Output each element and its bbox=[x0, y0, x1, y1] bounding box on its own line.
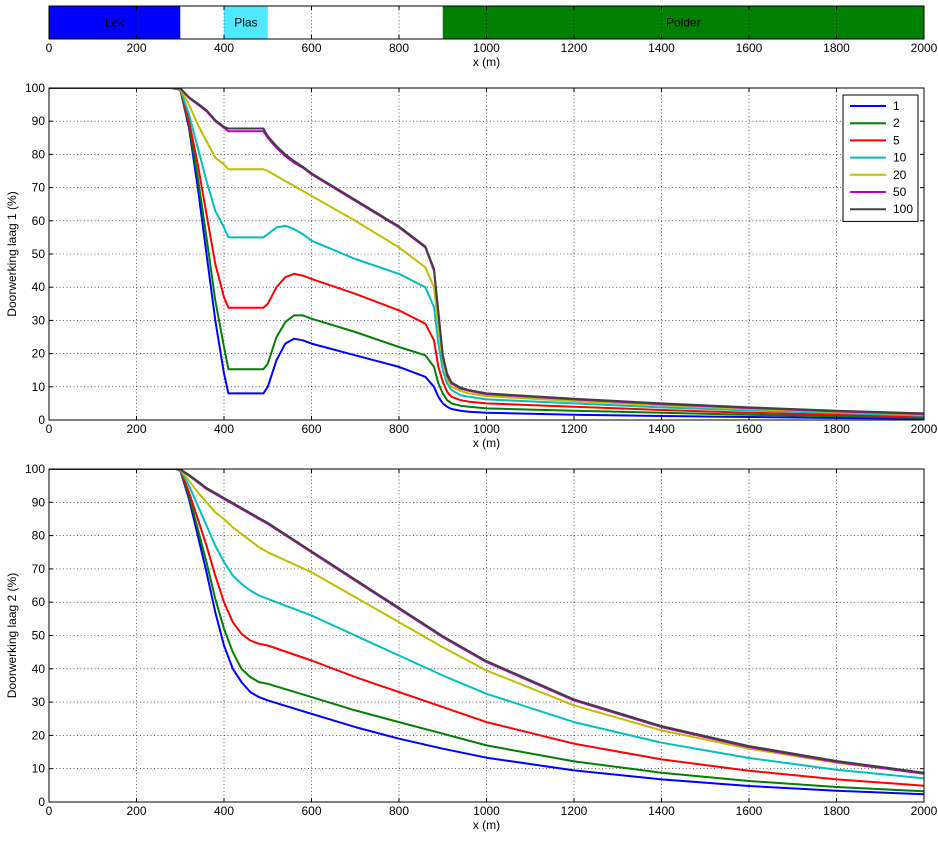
legend-label-5: 5 bbox=[893, 133, 900, 147]
y-tick-label: 10 bbox=[32, 380, 46, 394]
x-tick-label: 800 bbox=[389, 422, 409, 436]
legend-label-2: 2 bbox=[893, 116, 900, 130]
series-line-2 bbox=[49, 469, 924, 793]
y-tick-label: 30 bbox=[32, 313, 46, 327]
series-line-5 bbox=[49, 469, 924, 787]
series-line-10 bbox=[49, 88, 924, 417]
x-tick-label: 200 bbox=[126, 804, 146, 818]
x-tick-label: 1800 bbox=[823, 804, 850, 818]
x-tick-label: 1800 bbox=[823, 41, 850, 55]
y-tick-label: 100 bbox=[25, 462, 45, 476]
legend-label-1: 1 bbox=[893, 99, 900, 113]
x-tick-label: 600 bbox=[301, 422, 321, 436]
series-line-5 bbox=[49, 88, 924, 418]
x-axis-label: x (m) bbox=[473, 55, 500, 69]
series-line-10 bbox=[49, 469, 924, 780]
y-tick-label: 70 bbox=[32, 562, 46, 576]
zone-label-lek: Lek bbox=[105, 16, 125, 30]
x-tick-label: 200 bbox=[126, 41, 146, 55]
y-tick-label: 60 bbox=[32, 595, 46, 609]
y-tick-label: 70 bbox=[32, 181, 46, 195]
x-tick-label: 1400 bbox=[648, 41, 675, 55]
x-axis-label: x (m) bbox=[473, 436, 500, 450]
x-tick-label: 0 bbox=[46, 41, 53, 55]
y-tick-label: 90 bbox=[32, 114, 46, 128]
y-tick-label: 50 bbox=[32, 629, 46, 643]
x-tick-label: 800 bbox=[389, 41, 409, 55]
y-tick-label: 90 bbox=[32, 495, 46, 509]
x-tick-label: 1600 bbox=[736, 41, 763, 55]
y-axis-label: Doorwerking laag 2 (%) bbox=[5, 573, 19, 698]
y-tick-label: 20 bbox=[32, 347, 46, 361]
x-tick-label: 0 bbox=[46, 422, 53, 436]
zone-label-plas: Plas bbox=[234, 16, 257, 30]
x-tick-label: 1200 bbox=[561, 804, 588, 818]
zone-bar-plas bbox=[224, 6, 268, 39]
y-tick-label: 60 bbox=[32, 214, 46, 228]
y-tick-label: 30 bbox=[32, 695, 46, 709]
y-tick-label: 40 bbox=[32, 280, 46, 294]
legend-label-10: 10 bbox=[893, 151, 907, 165]
y-axis-label: Doorwerking laag 1 (%) bbox=[5, 191, 19, 316]
series-line-2 bbox=[49, 88, 924, 419]
x-tick-label: 400 bbox=[214, 422, 234, 436]
x-tick-label: 400 bbox=[214, 41, 234, 55]
y-tick-label: 0 bbox=[38, 795, 45, 809]
series-line-20 bbox=[49, 88, 924, 416]
legend-label-20: 20 bbox=[893, 168, 907, 182]
series-line-1 bbox=[49, 469, 924, 796]
x-tick-label: 1600 bbox=[736, 422, 763, 436]
zone-label-polder: Polder bbox=[666, 16, 701, 30]
y-tick-label: 20 bbox=[32, 728, 46, 742]
x-tick-label: 2000 bbox=[911, 422, 938, 436]
y-tick-label: 0 bbox=[38, 413, 45, 427]
x-tick-label: 0 bbox=[46, 804, 53, 818]
x-tick-label: 200 bbox=[126, 422, 146, 436]
x-tick-label: 800 bbox=[389, 804, 409, 818]
x-tick-label: 1200 bbox=[561, 422, 588, 436]
series-line-20 bbox=[49, 469, 924, 775]
x-tick-label: 2000 bbox=[911, 804, 938, 818]
x-tick-label: 2000 bbox=[911, 41, 938, 55]
series-line-1 bbox=[49, 88, 924, 420]
series-line-100 bbox=[49, 88, 924, 415]
x-tick-label: 1600 bbox=[736, 804, 763, 818]
x-tick-label: 600 bbox=[301, 804, 321, 818]
y-tick-label: 80 bbox=[32, 529, 46, 543]
x-tick-label: 400 bbox=[214, 804, 234, 818]
x-tick-label: 1200 bbox=[561, 41, 588, 55]
chart-panel-3: 0 200 400 600 800 1000 1200 1400 1600 1800 2000 0 10… bbox=[5, 462, 938, 832]
legend-label-100: 100 bbox=[893, 202, 913, 216]
x-tick-label: 1800 bbox=[823, 422, 850, 436]
x-axis-label: x (m) bbox=[473, 818, 500, 832]
zone-bar-polder bbox=[442, 6, 924, 39]
x-tick-label: 1400 bbox=[648, 804, 675, 818]
legend-label-50: 50 bbox=[893, 185, 907, 199]
y-tick-label: 50 bbox=[32, 247, 46, 261]
x-tick-label: 1000 bbox=[473, 804, 500, 818]
chart-panel-2: 0 200 400 600 800 1000 1200 1400 1600 1800 2000 0 10… bbox=[5, 81, 938, 450]
x-tick-label: 600 bbox=[301, 41, 321, 55]
legend: 1 2 5 10 20 50 100 bbox=[842, 94, 919, 222]
x-tick-label: 1400 bbox=[648, 422, 675, 436]
x-tick-label: 1000 bbox=[473, 41, 500, 55]
zone-bar-lek bbox=[49, 6, 181, 39]
y-tick-label: 10 bbox=[32, 762, 46, 776]
y-tick-label: 40 bbox=[32, 662, 46, 676]
series-line-100 bbox=[49, 469, 924, 774]
chart-panel-1: Lek Plas Polder 0 200 400 600 800 1000 1200 1400 16… bbox=[46, 5, 938, 69]
y-tick-label: 80 bbox=[32, 147, 46, 161]
x-tick-label: 1000 bbox=[473, 422, 500, 436]
y-tick-label: 100 bbox=[25, 81, 45, 95]
